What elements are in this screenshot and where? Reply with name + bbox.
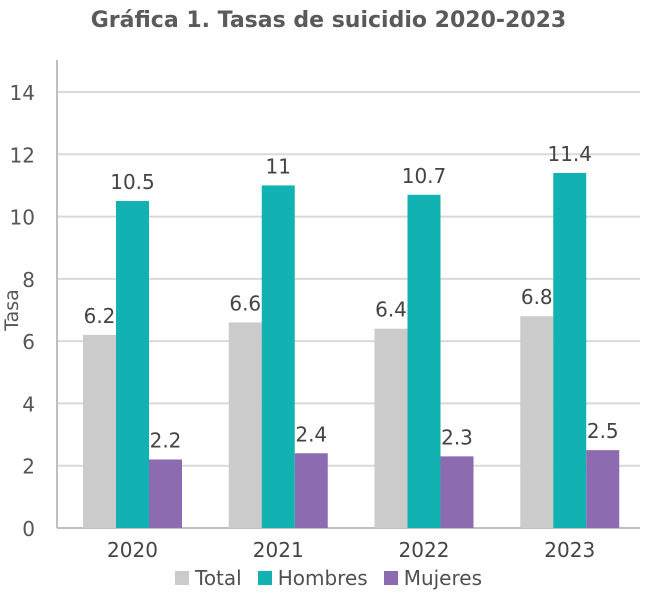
y-tick-label: 10 bbox=[10, 206, 35, 230]
legend: Total Hombres Mujeres bbox=[0, 566, 657, 590]
bar-total bbox=[228, 322, 262, 528]
y-tick-label: 0 bbox=[22, 517, 35, 541]
data-label: 6.6 bbox=[229, 291, 261, 315]
legend-swatch-mujeres bbox=[383, 571, 398, 585]
data-label: 11.4 bbox=[547, 142, 592, 166]
bar-mujeres bbox=[149, 459, 182, 528]
data-label: 2.5 bbox=[587, 419, 619, 443]
data-label: 6.2 bbox=[84, 304, 116, 328]
x-tick-label: 2020 bbox=[107, 538, 158, 562]
x-tick-label: 2023 bbox=[544, 538, 595, 562]
data-label: 2.2 bbox=[150, 428, 182, 452]
bar-total bbox=[83, 334, 116, 528]
data-label: 6.4 bbox=[375, 298, 407, 322]
y-tick-label: 2 bbox=[22, 455, 35, 479]
legend-label-total: Total bbox=[195, 566, 242, 590]
data-label: 11 bbox=[266, 154, 291, 178]
bar-mujeres bbox=[294, 453, 328, 528]
x-tick-label: 2022 bbox=[399, 538, 450, 562]
bar-hombres bbox=[553, 172, 587, 528]
bar-hombres bbox=[116, 201, 149, 528]
data-label: 6.8 bbox=[521, 285, 553, 309]
legend-item-total: Total bbox=[175, 566, 242, 590]
legend-item-mujeres: Mujeres bbox=[383, 566, 482, 590]
bar-total bbox=[520, 316, 554, 528]
bar-hombres bbox=[261, 185, 295, 528]
y-tick-label: 8 bbox=[22, 268, 35, 292]
data-label: 2.3 bbox=[441, 425, 473, 449]
bar-total bbox=[374, 328, 408, 528]
legend-swatch-total bbox=[175, 571, 189, 585]
data-label: 10.5 bbox=[110, 170, 155, 194]
data-label: 10.7 bbox=[402, 164, 447, 188]
legend-swatch-hombres bbox=[257, 571, 272, 585]
chart-title: Gráfica 1. Tasas de suicidio 2020‑2023 bbox=[90, 8, 567, 33]
bar-hombres bbox=[407, 194, 441, 528]
y-tick-label: 14 bbox=[10, 81, 35, 105]
y-tick-label: 4 bbox=[22, 392, 35, 416]
y-axis-label: Tasa bbox=[1, 289, 23, 332]
legend-label-hombres: Hombres bbox=[277, 566, 368, 590]
data-label: 2.4 bbox=[295, 422, 327, 446]
x-tick-label: 2021 bbox=[253, 538, 304, 562]
bar-mujeres bbox=[586, 450, 620, 528]
legend-label-mujeres: Mujeres bbox=[403, 566, 482, 590]
y-tick-label: 12 bbox=[10, 143, 35, 167]
bar-mujeres bbox=[440, 456, 474, 528]
legend-item-hombres: Hombres bbox=[257, 566, 368, 590]
y-tick-label: 6 bbox=[22, 330, 35, 354]
